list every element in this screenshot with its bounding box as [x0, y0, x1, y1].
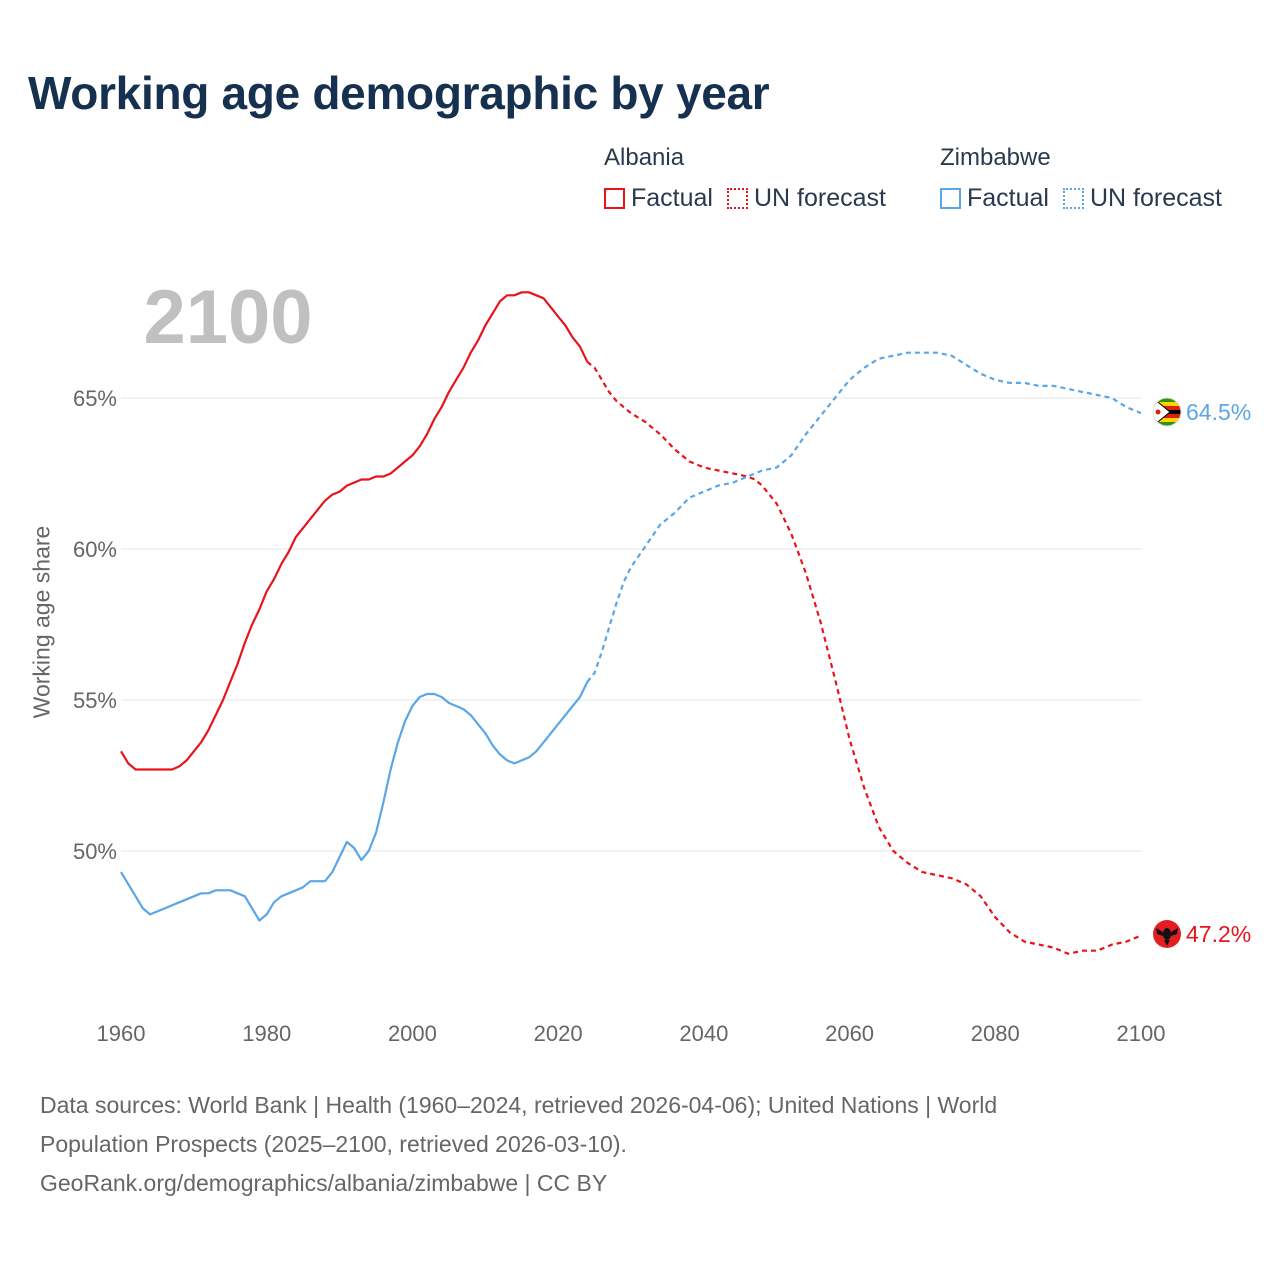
line-chart: 2100 50% 55% 60% 65% 1960 1980 2000 2020 2040 20…: [73, 275, 1251, 1046]
series-line-zimbabwe-forecast: [586, 351, 1142, 683]
chart-title: Working age demographic by year: [28, 67, 770, 119]
albania-flag-icon: [1153, 920, 1181, 948]
x-tick-label: 2080: [971, 1021, 1020, 1046]
legend-zimbabwe: Zimbabwe Factual UN forecast: [940, 144, 1222, 213]
source-note: Data sources: World Bank | Health (1960–…: [40, 1086, 1220, 1203]
source-link[interactable]: GeoRank.org/demographics/albania/zimbabw…: [40, 1170, 608, 1196]
year-watermark: 2100: [143, 275, 312, 360]
solid-swatch-icon: [604, 188, 625, 209]
y-tick-label: 55%: [73, 688, 117, 713]
zimbabwe-flag-icon: [1152, 397, 1182, 427]
x-tick-label: 1980: [242, 1021, 291, 1046]
legend-label: UN forecast: [1089, 184, 1222, 212]
series-line-albania-factual: [120, 291, 589, 771]
x-tick-label: 2100: [1117, 1021, 1166, 1046]
dotted-swatch-icon: [726, 188, 748, 209]
legend-title-albania: Albania: [604, 144, 685, 171]
legend-label: Factual: [631, 184, 713, 212]
legend-albania-factual[interactable]: Factual: [604, 184, 713, 213]
end-label-zimbabwe: 64.5%: [1186, 399, 1251, 425]
series-line-albania-forecast: [586, 360, 1142, 955]
legend-title-zimbabwe: Zimbabwe: [940, 144, 1051, 171]
x-tick-label: 1960: [97, 1021, 146, 1046]
x-tick-label: 2060: [825, 1021, 874, 1046]
x-tick-label: 2020: [534, 1021, 583, 1046]
legend-zimbabwe-forecast[interactable]: UN forecast: [1062, 184, 1222, 213]
legend-albania: Albania Factual UN forecast: [604, 144, 886, 213]
x-tick-label: 2000: [388, 1021, 437, 1046]
legend-albania-forecast[interactable]: UN forecast: [726, 184, 886, 213]
solid-swatch-icon: [940, 188, 961, 209]
legend-label: Factual: [967, 184, 1049, 212]
source-line: Population Prospects (2025–2100, retriev…: [40, 1131, 627, 1157]
series-line-zimbabwe-factual: [120, 681, 589, 922]
y-tick-label: 60%: [73, 537, 117, 562]
legend-label: UN forecast: [753, 184, 886, 212]
y-tick-label: 50%: [73, 839, 117, 864]
dotted-swatch-icon: [1062, 188, 1084, 209]
y-tick-label: 65%: [73, 386, 117, 411]
x-tick-label: 2040: [679, 1021, 728, 1046]
end-label-albania: 47.2%: [1186, 921, 1251, 947]
source-line: Data sources: World Bank | Health (1960–…: [40, 1092, 998, 1118]
legend-zimbabwe-factual[interactable]: Factual: [940, 184, 1049, 213]
